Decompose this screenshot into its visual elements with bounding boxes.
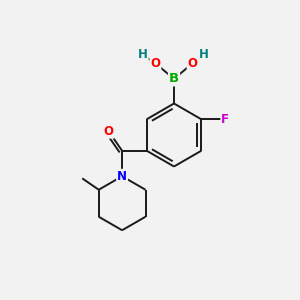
Text: O: O: [103, 125, 114, 138]
Text: F: F: [221, 113, 229, 126]
Text: B: B: [169, 72, 179, 86]
Text: O: O: [150, 57, 161, 70]
Text: O: O: [188, 57, 198, 70]
Text: H: H: [199, 48, 209, 62]
Text: N: N: [117, 170, 127, 183]
Text: H: H: [138, 48, 148, 62]
